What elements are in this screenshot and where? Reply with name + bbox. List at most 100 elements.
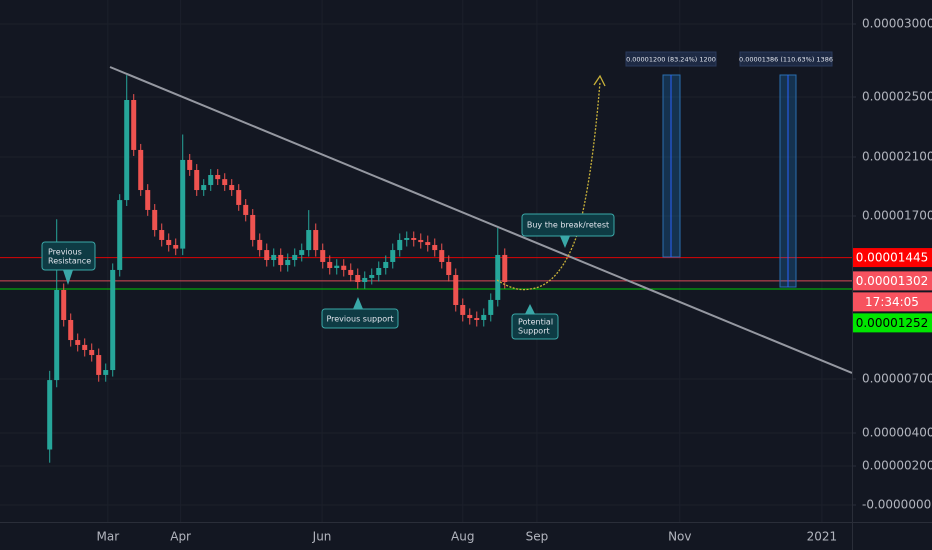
- callout-box: [521, 213, 615, 237]
- callout-box: [511, 313, 559, 340]
- y-tick-label: 0.00003000: [862, 17, 932, 31]
- candle-body: [103, 370, 109, 375]
- candle-body: [159, 230, 165, 240]
- price-labels: 0.00001445 0.00001302 17:34:05 0.00001252: [853, 248, 932, 333]
- price-label: 17:34:05: [865, 295, 919, 309]
- callout-pointer: [525, 304, 535, 314]
- candle-body: [47, 380, 53, 450]
- candle-body: [264, 250, 270, 261]
- candle-body: [278, 254, 284, 266]
- callout-pointer: [63, 270, 73, 285]
- candle-body: [131, 100, 137, 150]
- x-tick-label: Mar: [96, 530, 119, 544]
- price-label: 0.00001252: [856, 316, 929, 330]
- candle-body: [481, 314, 487, 320]
- candle-body: [495, 254, 501, 300]
- candle-body: [502, 254, 508, 283]
- measure-label: 0.00001386 (110.63%) 1386: [739, 56, 833, 64]
- candle-body: [432, 245, 438, 251]
- candle-body: [110, 269, 116, 371]
- price-label-box: [853, 292, 932, 312]
- candle-body: [467, 314, 473, 319]
- y-tick-label: 0.00002500: [862, 90, 932, 104]
- candle-body: [397, 239, 403, 251]
- x-tick-label: Apr: [170, 530, 191, 544]
- measure-label-box: [625, 51, 717, 67]
- candle-body: [488, 299, 494, 315]
- candle-body: [320, 250, 326, 262]
- callout-pointer: [560, 236, 570, 248]
- y-tick-label: 0.00000200: [862, 459, 932, 473]
- candle-body: [355, 275, 361, 283]
- callout-text: Resistance: [48, 257, 91, 266]
- candle-body: [418, 239, 424, 243]
- candle-body: [75, 340, 81, 345]
- price-label-box: [853, 313, 932, 333]
- measure-label-box: [739, 51, 833, 67]
- candle-body: [362, 277, 368, 283]
- candle-body: [390, 250, 396, 262]
- candle-body: [404, 238, 410, 240]
- price-label-box: [853, 248, 932, 268]
- candle-body: [446, 261, 452, 276]
- callout-pointer: [353, 297, 363, 309]
- projection-arrow: [593, 74, 606, 87]
- trend-line: [109, 66, 852, 374]
- y-tick-label: -0.00000000: [862, 498, 932, 512]
- candle-body: [411, 238, 417, 240]
- candle-body: [257, 239, 263, 251]
- candle-body: [474, 318, 480, 320]
- candle-body: [327, 261, 333, 268]
- candle-body: [61, 290, 67, 320]
- measure-label: 0.00001200 (83.24%) 1200: [626, 56, 716, 64]
- x-tick-label: Jun: [312, 530, 332, 544]
- candle-body: [299, 250, 305, 255]
- candle-body: [341, 265, 347, 270]
- y-tick-label: 0.00002100: [862, 150, 932, 164]
- candle-body: [201, 185, 207, 191]
- x-tick-label: Nov: [668, 530, 691, 544]
- candle-body: [173, 245, 179, 249]
- candle-body: [306, 230, 312, 251]
- candle-body: [369, 275, 375, 278]
- candle-body: [68, 319, 74, 341]
- callout-text: Potential: [518, 318, 553, 327]
- y-tick-label: 0.00001700: [862, 209, 932, 223]
- y-tick-label: 0.00000400: [862, 426, 932, 440]
- candle-body: [117, 200, 123, 270]
- x-tick-label: 2021: [807, 530, 838, 544]
- candle-body: [383, 261, 389, 268]
- candles: [47, 75, 508, 463]
- price-label: 0.00001445: [856, 251, 929, 265]
- candle-body: [96, 355, 102, 375]
- candle-body: [54, 290, 60, 381]
- candle-body: [152, 209, 158, 231]
- candle-body: [236, 190, 242, 205]
- drawings: [109, 66, 852, 374]
- candle-body: [348, 269, 354, 276]
- candle-body: [285, 260, 291, 266]
- candle-body: [313, 230, 319, 251]
- callout-text: Buy the break/retest: [527, 221, 609, 230]
- candle-body: [208, 174, 214, 186]
- price-label-box: [853, 271, 932, 291]
- candle-body: [453, 275, 459, 305]
- candle-body: [89, 349, 95, 356]
- candle-body: [222, 179, 228, 186]
- candle-body: [215, 174, 221, 180]
- price-label: 0.00001302: [856, 274, 929, 288]
- candle-body: [166, 239, 172, 246]
- candle-body: [145, 190, 151, 210]
- annotations: Previous Resistance Previous support Buy…: [41, 51, 833, 340]
- candle-body: [250, 214, 256, 240]
- projection-curve: [496, 81, 601, 291]
- candle-body: [460, 304, 466, 315]
- candle-body: [271, 254, 277, 261]
- candle-body: [124, 100, 130, 201]
- candle-body: [82, 344, 88, 350]
- candle-body: [194, 169, 200, 191]
- candle-body: [229, 185, 235, 191]
- callout-text: Support: [518, 327, 550, 336]
